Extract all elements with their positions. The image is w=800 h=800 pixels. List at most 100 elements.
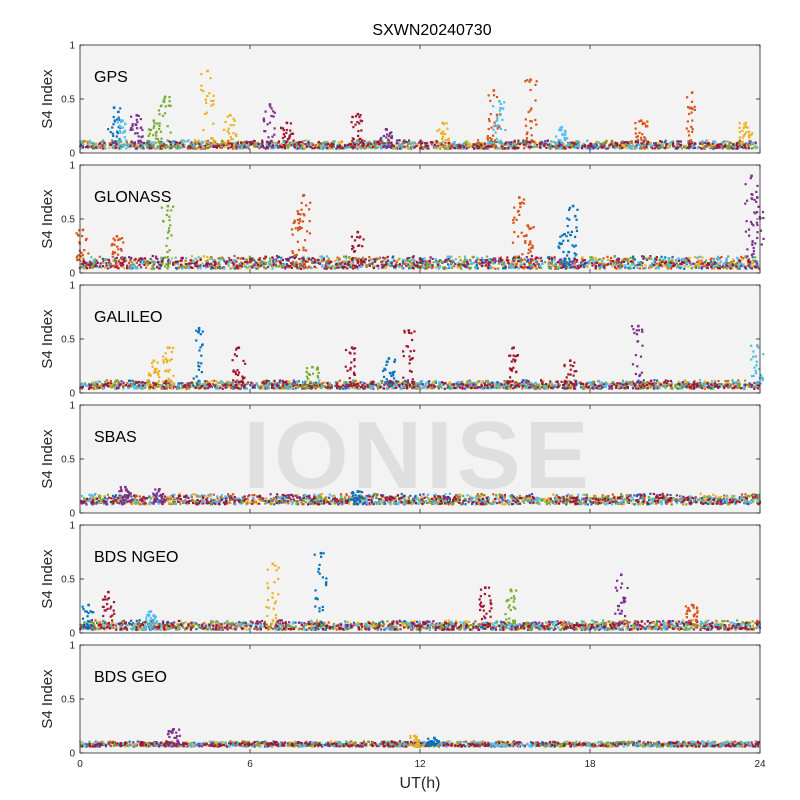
data-point: [747, 264, 750, 267]
data-point: [631, 380, 634, 383]
data-point: [529, 247, 532, 250]
data-point: [607, 258, 610, 262]
data-point: [273, 141, 276, 144]
data-point: [463, 255, 467, 258]
data-point: [326, 259, 329, 263]
data-point: [672, 265, 675, 268]
data-point: [247, 143, 250, 146]
data-point: [343, 266, 346, 269]
data-point: [677, 266, 680, 269]
data-point: [744, 146, 747, 149]
data-point: [492, 144, 496, 147]
data-point: [343, 255, 346, 258]
data-point: [637, 379, 640, 382]
data-point: [437, 267, 440, 270]
data-point: [423, 257, 426, 260]
data-point: [362, 238, 365, 241]
data-point: [654, 267, 657, 270]
data-point: [432, 261, 435, 264]
data-point: [180, 146, 183, 149]
data-point: [504, 147, 507, 150]
data-point: [159, 264, 162, 267]
data-point: [401, 266, 404, 269]
data-point: [360, 120, 364, 123]
data-point: [468, 142, 471, 145]
data-point: [196, 267, 200, 270]
data-point: [725, 257, 728, 260]
data-point: [420, 142, 423, 145]
data-point: [120, 248, 123, 251]
data-point: [434, 266, 437, 269]
data-point: [140, 126, 143, 129]
data-point: [674, 258, 677, 261]
data-point: [116, 132, 119, 135]
data-point: [79, 140, 83, 143]
data-point: [608, 263, 611, 266]
data-point: [286, 264, 289, 267]
data-point: [351, 248, 354, 251]
data-point: [573, 245, 576, 248]
data-point: [525, 139, 528, 142]
data-point: [139, 266, 143, 269]
data-point: [629, 146, 632, 149]
data-point: [618, 144, 622, 147]
data-point: [531, 384, 534, 387]
data-point: [371, 262, 374, 265]
data-point: [728, 264, 731, 267]
data-point: [357, 244, 360, 247]
data-point: [115, 140, 118, 143]
data-point: [387, 142, 390, 145]
data-point: [510, 147, 514, 150]
data-point: [650, 265, 653, 268]
data-point: [529, 127, 533, 130]
data-point: [205, 380, 208, 383]
data-point: [745, 131, 748, 134]
data-point: [165, 244, 168, 247]
data-point: [305, 249, 308, 252]
data-point: [693, 108, 696, 111]
data-point: [279, 260, 282, 263]
data-point: [247, 147, 250, 150]
data-point: [185, 265, 188, 268]
data-point: [655, 258, 658, 261]
data-point: [210, 266, 213, 269]
data-point: [342, 267, 345, 270]
data-point: [516, 142, 520, 146]
data-point: [273, 133, 276, 136]
data-point: [690, 126, 693, 129]
data-point: [495, 114, 498, 117]
data-point: [379, 141, 383, 144]
data-point: [160, 137, 163, 140]
data-point: [116, 245, 119, 248]
data-point: [206, 255, 209, 258]
data-point: [751, 132, 754, 135]
data-point: [300, 264, 303, 267]
data-point: [429, 141, 432, 144]
data-point: [237, 257, 240, 260]
data-point: [183, 140, 186, 143]
data-point: [188, 264, 191, 267]
data-point: [715, 261, 718, 264]
data-point: [359, 114, 362, 117]
data-point: [150, 267, 153, 270]
data-point: [130, 126, 133, 130]
data-point: [391, 260, 394, 263]
data-point: [543, 142, 546, 145]
data-point: [625, 146, 628, 149]
data-point: [671, 140, 674, 144]
data-point: [441, 140, 445, 143]
data-point: [406, 145, 409, 148]
data-point: [540, 259, 543, 262]
data-point: [232, 124, 235, 127]
data-point: [469, 259, 472, 262]
data-point: [256, 265, 259, 268]
data-point: [300, 267, 303, 270]
data-point: [741, 142, 744, 145]
data-point: [357, 257, 360, 260]
data-point: [556, 261, 560, 264]
data-point: [642, 141, 645, 144]
data-point: [162, 143, 165, 146]
data-point: [677, 142, 680, 145]
data-point: [121, 383, 124, 386]
data-point: [409, 263, 412, 267]
